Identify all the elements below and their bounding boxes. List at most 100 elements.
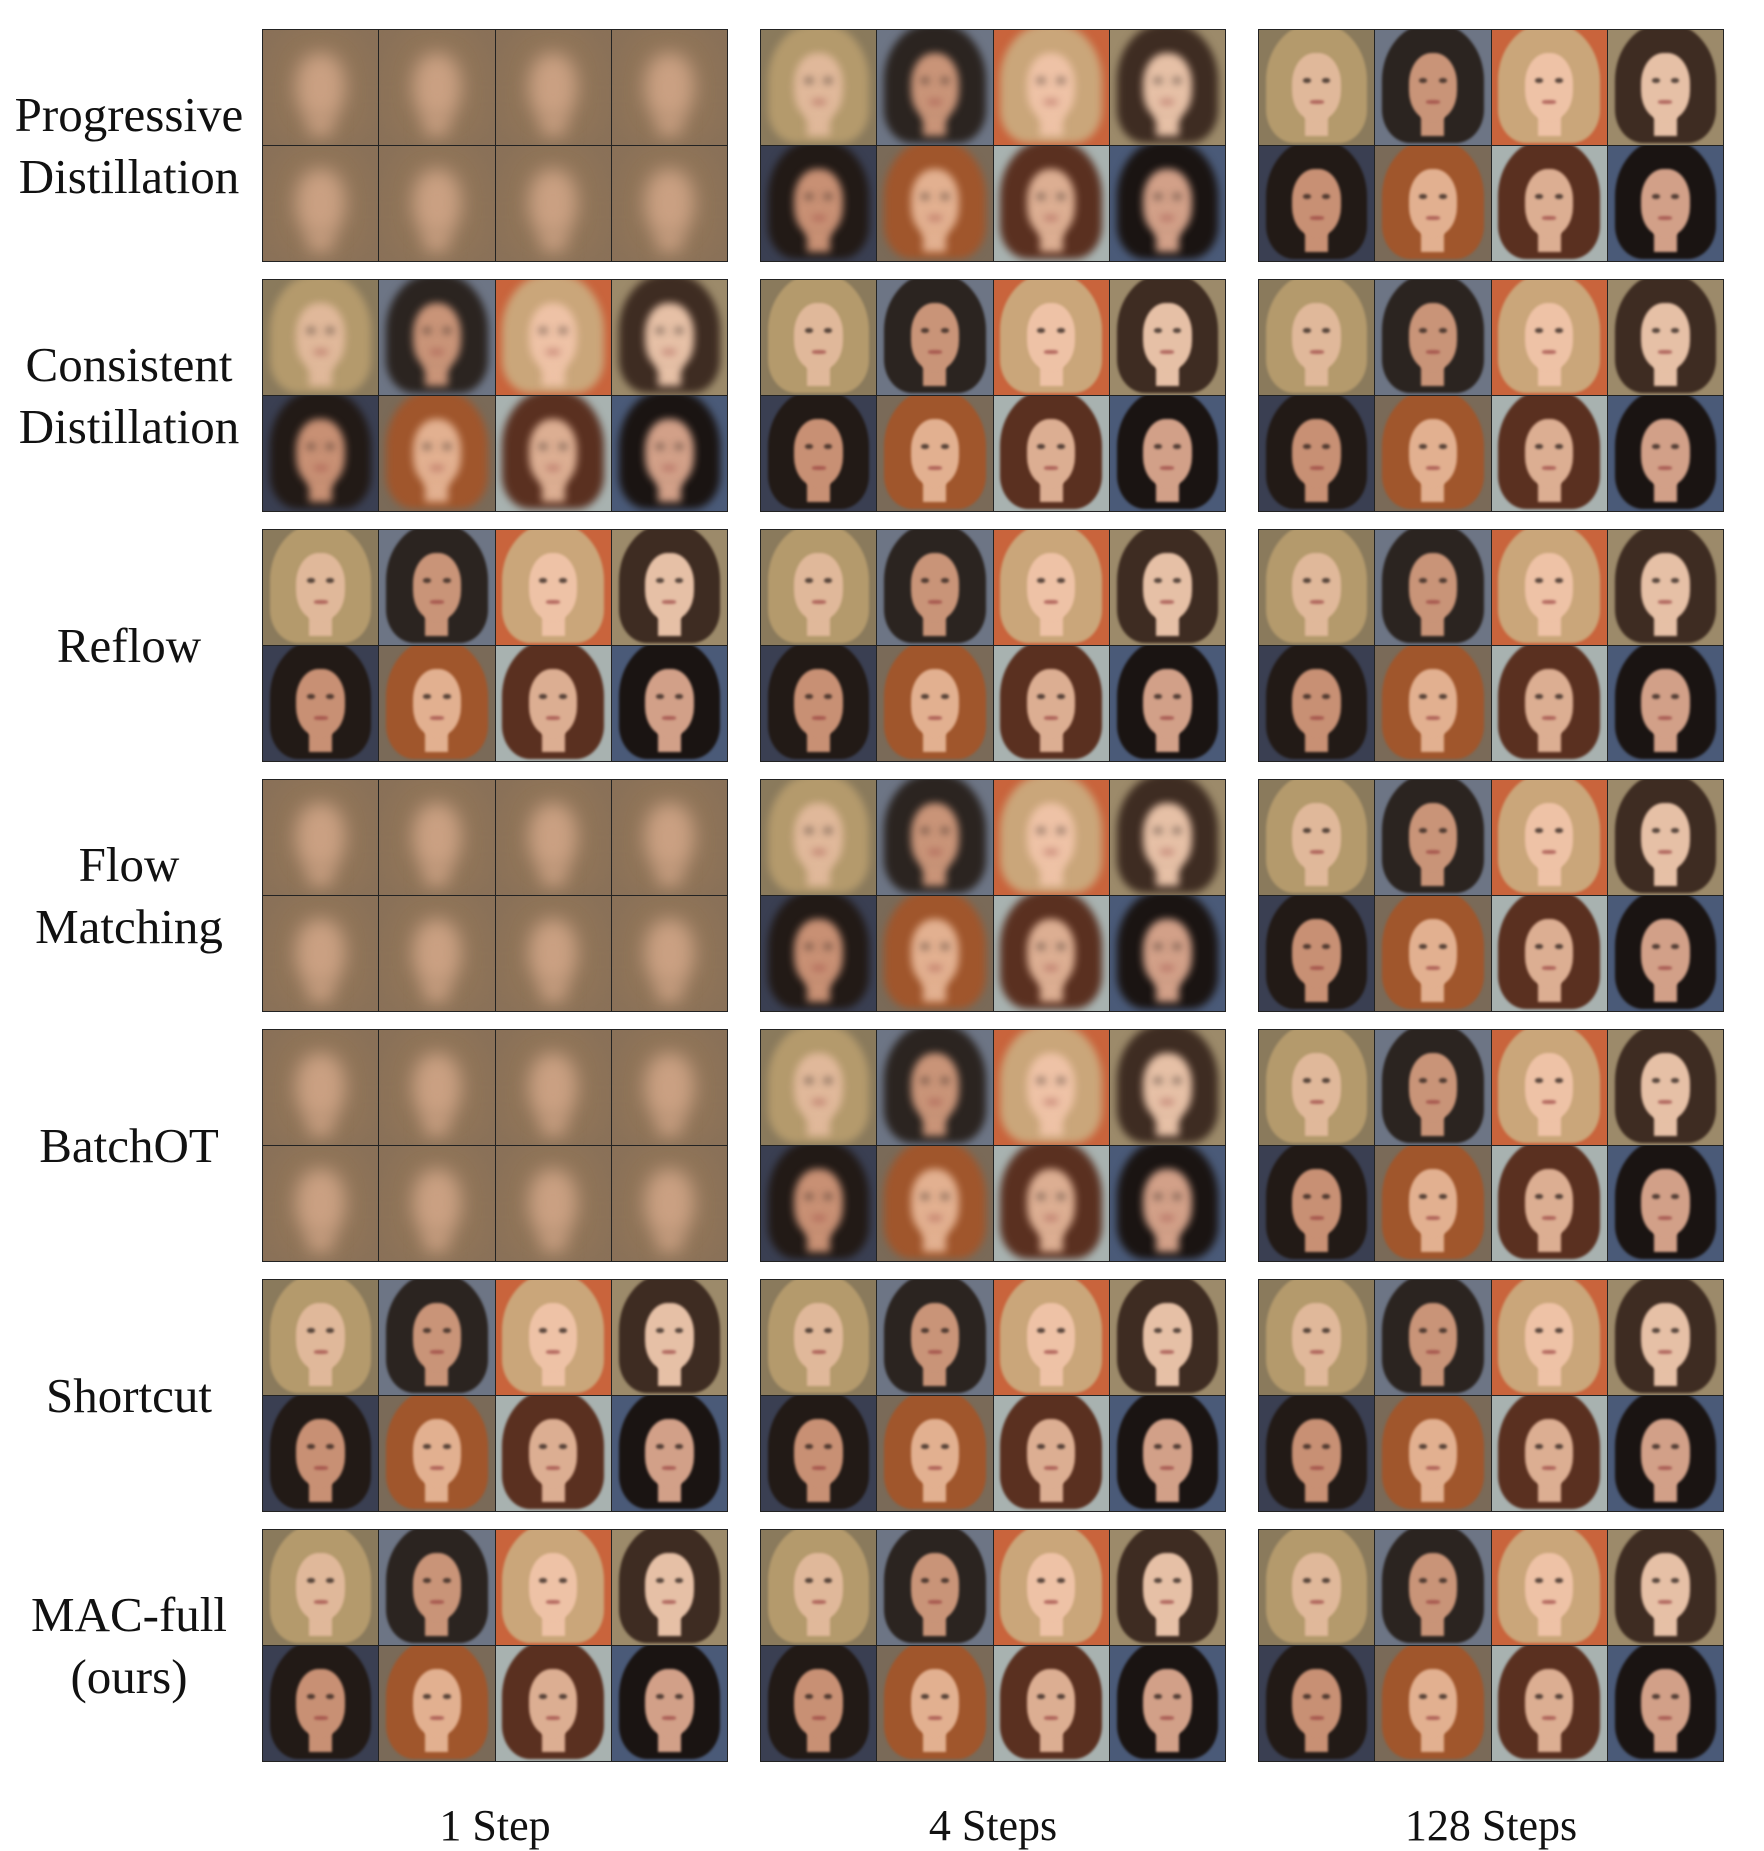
eye-shape: [940, 328, 949, 333]
eye-shape: [1438, 78, 1447, 83]
eye-shape: [1671, 1078, 1680, 1083]
eye-shape: [1302, 78, 1311, 83]
face-shape: [1524, 1169, 1574, 1236]
face-shape: [296, 1553, 345, 1620]
face-sample: [1375, 1530, 1491, 1645]
eye-shape: [921, 194, 930, 199]
eye-shape: [1438, 1328, 1447, 1333]
eye-shape: [326, 1578, 335, 1583]
mouth-shape: [429, 466, 444, 470]
mouth-shape: [429, 1350, 444, 1354]
face-sample: [611, 1646, 727, 1761]
eye-shape: [824, 78, 833, 83]
eye-shape: [1056, 1328, 1065, 1333]
eye-shape: [306, 1694, 315, 1699]
eye-shape: [940, 78, 949, 83]
face-shape: [528, 169, 578, 236]
mouth-shape: [546, 466, 561, 470]
row-label-line: Matching: [35, 898, 223, 954]
eye-shape: [558, 1444, 567, 1449]
sample-grid: [760, 1529, 1226, 1762]
eye-shape: [1671, 78, 1680, 83]
eye-shape: [539, 1328, 548, 1333]
eye-shape: [1651, 1444, 1660, 1449]
sample-grid: [760, 529, 1226, 762]
eye-shape: [940, 1328, 949, 1333]
sample-grid: [262, 1029, 728, 1262]
face-sample: [1109, 146, 1225, 261]
face-sample: [877, 896, 993, 1011]
face-sample: [263, 30, 379, 145]
face-shape: [645, 1053, 694, 1120]
face-sample: [761, 780, 877, 895]
mouth-shape: [1309, 716, 1324, 720]
eye-shape: [824, 944, 833, 949]
mouth-shape: [1160, 1350, 1175, 1354]
face-sample: [495, 1146, 611, 1261]
eye-shape: [539, 1694, 548, 1699]
eye-shape: [1419, 1194, 1428, 1199]
eye-shape: [1322, 1444, 1331, 1449]
face-sample: [877, 146, 993, 261]
face-shape: [910, 169, 960, 236]
face-sample: [1491, 1646, 1607, 1761]
eye-shape: [1438, 1078, 1447, 1083]
eye-shape: [1302, 694, 1311, 699]
face-sample: [1375, 646, 1491, 761]
face-sample: [1491, 1530, 1607, 1645]
mouth-shape: [1160, 1466, 1175, 1470]
column-label: 1 Step: [439, 1801, 551, 1850]
eye-shape: [1651, 1694, 1660, 1699]
eye-shape: [1419, 194, 1428, 199]
eye-shape: [1056, 1694, 1065, 1699]
eye-shape: [539, 1444, 548, 1449]
eye-shape: [1173, 194, 1182, 199]
mouth-shape: [546, 1466, 561, 1470]
mouth-shape: [1309, 1350, 1324, 1354]
eye-shape: [1438, 444, 1447, 449]
mouth-shape: [811, 350, 826, 354]
mouth-shape: [429, 1466, 444, 1470]
eye-shape: [1153, 194, 1162, 199]
face-sample: [1375, 530, 1491, 645]
face-sample: [1607, 280, 1723, 395]
mouth-shape: [1160, 216, 1175, 220]
eye-shape: [1037, 578, 1046, 583]
eye-shape: [1554, 1328, 1563, 1333]
face-sample: [1109, 646, 1225, 761]
mouth-shape: [1542, 1100, 1557, 1104]
eye-shape: [1322, 194, 1331, 199]
sample-grid: [1258, 279, 1724, 512]
face-shape: [296, 1669, 345, 1736]
mouth-shape: [1542, 966, 1557, 970]
sample-grid: [760, 1029, 1226, 1262]
eye-shape: [675, 328, 684, 333]
face-sample: [761, 1530, 877, 1645]
face-sample: [1607, 1396, 1723, 1511]
mouth-shape: [1542, 850, 1557, 854]
face-shape: [1408, 1669, 1458, 1736]
face-sample: [1491, 1146, 1607, 1261]
eye-shape: [1651, 828, 1660, 833]
mouth-shape: [1044, 1216, 1059, 1220]
face-shape: [645, 419, 694, 486]
mouth-shape: [927, 850, 942, 854]
eye-shape: [539, 578, 548, 583]
face-shape: [910, 419, 960, 486]
eye-shape: [675, 1694, 684, 1699]
face-sample: [495, 1646, 611, 1761]
face-sample: [877, 1030, 993, 1145]
eye-shape: [1651, 1328, 1660, 1333]
face-sample: [611, 780, 727, 895]
eye-shape: [306, 328, 315, 333]
eye-shape: [442, 1694, 451, 1699]
face-shape: [910, 1053, 960, 1120]
sample-grid: [1258, 1279, 1724, 1512]
face-sample: [1491, 780, 1607, 895]
eye-shape: [1056, 578, 1065, 583]
mouth-shape: [811, 466, 826, 470]
face-sample: [761, 30, 877, 145]
face-shape: [1524, 919, 1574, 986]
face-shape: [1524, 1053, 1574, 1120]
eye-shape: [1322, 328, 1331, 333]
